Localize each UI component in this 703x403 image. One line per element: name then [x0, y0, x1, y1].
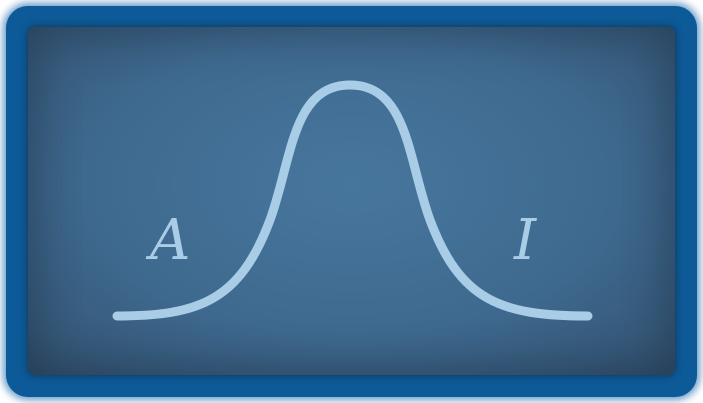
bell-curve-line	[112, 80, 593, 321]
letter-i: I	[514, 208, 537, 273]
letter-a: A	[150, 208, 191, 273]
